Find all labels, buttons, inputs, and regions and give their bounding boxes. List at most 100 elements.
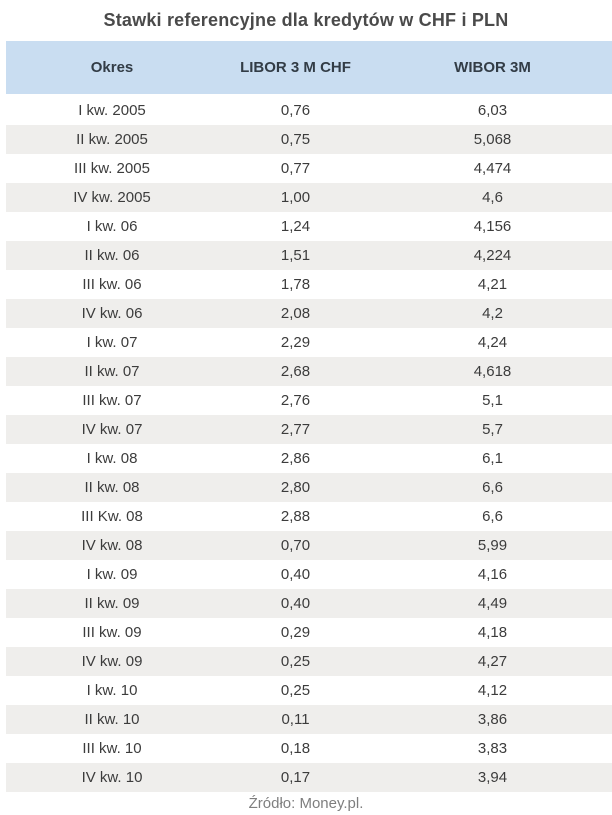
table-header-row: Okres LIBOR 3 M CHF WIBOR 3M xyxy=(6,41,612,96)
table-row: II kw. 06 1,51 4,224 xyxy=(6,241,612,270)
wibor-cell: 4,618 xyxy=(473,363,512,380)
table-row: IV kw. 2005 1,00 4,6 xyxy=(6,183,612,212)
libor-cell: 1,24 xyxy=(280,218,311,235)
libor-cell: 1,51 xyxy=(280,247,311,264)
period-cell: III kw. 09 xyxy=(82,624,142,641)
period-cell: I kw. 08 xyxy=(86,450,138,467)
table-row: III kw. 09 0,29 4,18 xyxy=(6,618,612,647)
wibor-cell: 4,49 xyxy=(477,595,508,612)
table-row: I kw. 2005 0,76 6,03 xyxy=(6,95,612,125)
wibor-cell: 4,2 xyxy=(482,305,503,322)
period-cell: I kw. 07 xyxy=(86,334,138,351)
period-cell: I kw. 10 xyxy=(86,682,138,699)
libor-cell: 2,08 xyxy=(280,305,311,322)
wibor-cell: 3,86 xyxy=(477,711,508,728)
period-cell: II kw. 08 xyxy=(84,479,140,496)
table-row: II kw. 07 2,68 4,618 xyxy=(6,357,612,386)
libor-cell: 2,29 xyxy=(280,334,311,351)
wibor-cell: 4,24 xyxy=(477,334,508,351)
libor-cell: 0,40 xyxy=(280,595,311,612)
table-row: III kw. 07 2,76 5,1 xyxy=(6,386,612,415)
wibor-cell: 3,83 xyxy=(477,740,508,757)
libor-cell: 0,29 xyxy=(280,624,311,641)
period-cell: IV kw. 10 xyxy=(81,769,143,786)
table-row: IV kw. 08 0,70 5,99 xyxy=(6,531,612,560)
wibor-cell: 4,6 xyxy=(482,189,503,206)
period-cell: II kw. 2005 xyxy=(76,131,148,148)
period-cell: II kw. 10 xyxy=(84,711,140,728)
column-header-libor-3m-chf: LIBOR 3 M CHF xyxy=(218,41,373,96)
period-cell: IV kw. 06 xyxy=(81,305,143,322)
source-note: Źródło: Money.pl. xyxy=(248,795,364,812)
table-row: III kw. 2005 0,77 4,474 xyxy=(6,154,612,183)
table-row: III kw. 10 0,18 3,83 xyxy=(6,734,612,763)
table-row: I kw. 07 2,29 4,24 xyxy=(6,328,612,357)
wibor-cell: 5,068 xyxy=(473,131,512,148)
wibor-cell: 6,6 xyxy=(482,479,503,496)
period-cell: IV kw. 2005 xyxy=(73,189,151,206)
rates-table: Okres LIBOR 3 M CHF WIBOR 3M I kw. 2005 0… xyxy=(6,41,612,792)
wibor-cell: 6,1 xyxy=(482,450,503,467)
wibor-cell: 4,27 xyxy=(477,653,508,670)
table-row: IV kw. 06 2,08 4,2 xyxy=(6,299,612,328)
period-cell: IV kw. 08 xyxy=(81,537,143,554)
libor-cell: 2,76 xyxy=(280,392,311,409)
wibor-cell: 6,03 xyxy=(477,102,508,119)
libor-cell: 0,76 xyxy=(280,102,311,119)
period-cell: I kw. 09 xyxy=(86,566,138,583)
table-row: I kw. 06 1,24 4,156 xyxy=(6,212,612,241)
wibor-cell: 4,156 xyxy=(473,218,512,235)
table-row: IV kw. 07 2,77 5,7 xyxy=(6,415,612,444)
period-cell: IV kw. 07 xyxy=(81,421,143,438)
chart-title: Stawki referencyjne dla kredytów w CHF i… xyxy=(103,10,509,30)
column-header-okres: Okres xyxy=(6,41,218,96)
libor-cell: 0,25 xyxy=(280,653,311,670)
table-row: IV kw. 10 0,17 3,94 xyxy=(6,763,612,792)
period-cell: III kw. 2005 xyxy=(74,160,150,177)
table-row: III kw. 06 1,78 4,21 xyxy=(6,270,612,299)
libor-cell: 1,00 xyxy=(280,189,311,206)
wibor-cell: 4,16 xyxy=(477,566,508,583)
wibor-cell: 3,94 xyxy=(477,769,508,786)
libor-cell: 2,80 xyxy=(280,479,311,496)
period-cell: IV kw. 09 xyxy=(81,653,143,670)
table-row: I kw. 08 2,86 6,1 xyxy=(6,444,612,473)
libor-cell: 2,77 xyxy=(280,421,311,438)
libor-cell: 0,25 xyxy=(280,682,311,699)
table-body: I kw. 2005 0,76 6,03 II kw. 2005 0,75 5,068 II… xyxy=(6,95,612,792)
table-row: I kw. 09 0,40 4,16 xyxy=(6,560,612,589)
libor-cell: 1,78 xyxy=(280,276,311,293)
libor-cell: 0,11 xyxy=(281,711,310,728)
libor-cell: 2,88 xyxy=(280,508,311,525)
wibor-cell: 4,18 xyxy=(477,624,508,641)
libor-cell: 0,40 xyxy=(280,566,311,583)
table-row: II kw. 08 2,80 6,6 xyxy=(6,473,612,502)
wibor-cell: 4,21 xyxy=(477,276,508,293)
libor-cell: 0,77 xyxy=(280,160,311,177)
libor-cell: 0,75 xyxy=(280,131,311,148)
period-cell: II kw. 07 xyxy=(84,363,140,380)
wibor-cell: 4,474 xyxy=(473,160,512,177)
libor-cell: 2,68 xyxy=(280,363,311,380)
table-row: II kw. 2005 0,75 5,068 xyxy=(6,125,612,154)
column-header-wibor-3m: WIBOR 3M xyxy=(373,41,612,96)
period-cell: I kw. 2005 xyxy=(78,102,146,119)
table-row: II kw. 10 0,11 3,86 xyxy=(6,705,612,734)
period-cell: II kw. 09 xyxy=(84,595,140,612)
wibor-cell: 4,12 xyxy=(477,682,508,699)
table-row: II kw. 09 0,40 4,49 xyxy=(6,589,612,618)
wibor-cell: 6,6 xyxy=(482,508,503,525)
period-cell: II kw. 06 xyxy=(84,247,140,264)
period-cell: III kw. 10 xyxy=(82,740,142,757)
table-row: III Kw. 08 2,88 6,6 xyxy=(6,502,612,531)
period-cell: III kw. 06 xyxy=(82,276,142,293)
period-cell: I kw. 06 xyxy=(86,218,138,235)
wibor-cell: 4,224 xyxy=(473,247,512,264)
wibor-cell: 5,1 xyxy=(482,392,503,409)
wibor-cell: 5,99 xyxy=(477,537,508,554)
period-cell: III Kw. 08 xyxy=(81,508,143,525)
libor-cell: 0,18 xyxy=(280,740,311,757)
wibor-cell: 5,7 xyxy=(482,421,503,438)
table-row: IV kw. 09 0,25 4,27 xyxy=(6,647,612,676)
